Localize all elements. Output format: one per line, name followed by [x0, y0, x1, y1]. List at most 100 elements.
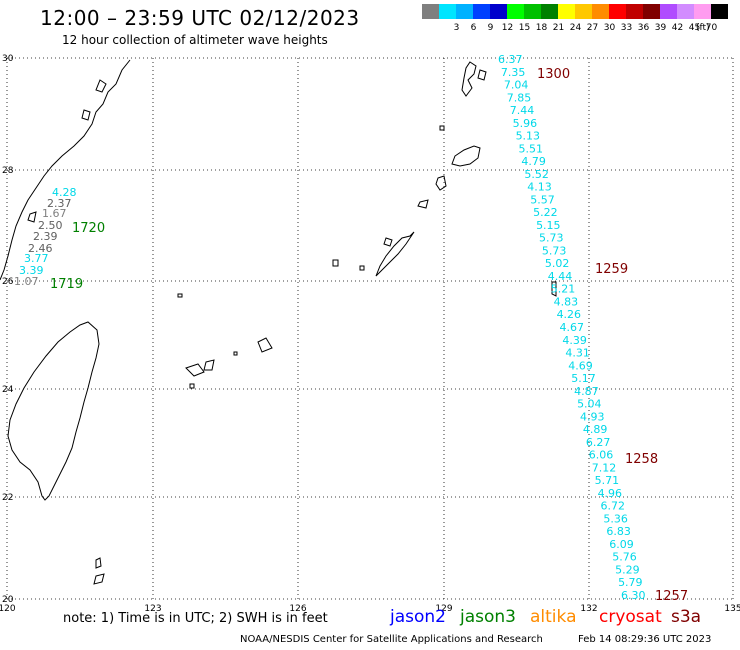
scale-swatch — [711, 4, 728, 19]
satellite-jason3-label: jason3 — [460, 607, 516, 627]
wave-height-value: 6.27 — [586, 436, 611, 449]
scale-label: 24 — [569, 23, 582, 33]
lat-label: 30 — [2, 54, 14, 64]
scale-swatch — [490, 4, 507, 19]
pass-time-label: 1259 — [595, 262, 628, 277]
wave-height-value: 5.17 — [571, 372, 596, 385]
scale-swatch — [558, 4, 575, 19]
scale-label: 30 — [603, 23, 616, 33]
wave-height-value: 5.13 — [516, 130, 541, 143]
island-shape — [177, 293, 183, 298]
island-shape — [203, 359, 215, 371]
island-shape — [27, 211, 37, 223]
island-shape — [93, 573, 105, 585]
wave-height-value: 4.67 — [560, 321, 585, 334]
wave-height-value: 5.02 — [545, 257, 570, 270]
wave-height-value: 7.85 — [507, 91, 532, 104]
wave-height-value: 2.50 — [38, 219, 63, 232]
wave-height-value: 5.57 — [530, 193, 555, 206]
lat-label: 20 — [2, 595, 14, 605]
scale-unit: (ft) — [696, 23, 710, 33]
scale-label: 42 — [671, 23, 684, 33]
scale-swatch — [541, 4, 558, 19]
scale-swatch — [524, 4, 541, 19]
lat-label: 24 — [2, 385, 14, 395]
wave-height-value: 1.07 — [14, 275, 39, 288]
wave-height-value: 7.35 — [501, 66, 526, 79]
wave-height-value: 6.37 — [498, 53, 523, 66]
wave-height-value: 4.31 — [565, 347, 590, 360]
wave-height-value: 5.22 — [533, 206, 558, 219]
coastlines — [0, 59, 557, 585]
scale-swatch — [643, 4, 660, 19]
kyushu-coastline — [461, 61, 477, 97]
satellite-jason2-label: jason2 — [390, 607, 446, 627]
wave-height-value: 2.39 — [33, 230, 58, 243]
wave-height-value: 7.44 — [510, 104, 535, 117]
island-shape — [477, 69, 487, 81]
wave-height-value: 4.89 — [583, 423, 608, 436]
map-title: 12:00 – 23:59 UTC 02/12/2023 — [40, 6, 360, 30]
lon-label: 123 — [144, 604, 161, 614]
island-shape — [189, 383, 195, 389]
lon-label: 120 — [0, 604, 16, 614]
island-shape — [551, 281, 557, 297]
scale-label: 21 — [552, 23, 565, 33]
pass-time-label: 1257 — [655, 589, 688, 604]
island-shape — [359, 265, 365, 271]
wave-height-value: 5.52 — [524, 168, 549, 181]
wave-height-value: 1.67 — [42, 207, 67, 220]
scale-swatch — [473, 4, 490, 19]
altimeter-tracks: 4.282.371.672.502.392.463.773.391.07 1720… — [14, 53, 688, 604]
lat-label: 28 — [2, 166, 14, 176]
pass-time-label: 1720 — [72, 221, 105, 236]
scale-swatch — [677, 4, 694, 19]
map-subtitle: 12 hour collection of altimeter wave hei… — [62, 33, 328, 47]
lon-label: 135 — [724, 604, 740, 614]
scale-swatch — [456, 4, 473, 19]
wave-height-value: 4.44 — [548, 270, 573, 283]
wave-height-value: 4.79 — [521, 155, 546, 168]
wave-height-value: 5.73 — [539, 232, 564, 245]
island-shape — [95, 79, 107, 93]
scale-swatch — [694, 4, 711, 19]
wave-height-value: 6.09 — [609, 538, 634, 551]
scale-swatch — [592, 4, 609, 19]
wave-height-value: 4.39 — [562, 334, 587, 347]
wave-height-value: 4.96 — [598, 487, 623, 500]
wave-height-value: 4.13 — [527, 181, 552, 194]
satellite-cryosat-label: cryosat — [599, 607, 662, 627]
scale-label: 12 — [501, 23, 514, 33]
wave-height-value: 6.30 — [621, 589, 646, 602]
pass-time-label: 1258 — [625, 452, 658, 467]
lat-label: 26 — [2, 277, 14, 287]
wave-height-value: 5.73 — [542, 244, 567, 257]
scale-swatch — [660, 4, 677, 19]
island-shape — [435, 175, 447, 191]
scale-label: 36 — [637, 23, 650, 33]
wave-height-value: 5.15 — [536, 219, 561, 232]
footer-timestamp: Feb 14 08:29:36 UTC 2023 — [578, 634, 712, 645]
island-shape — [332, 259, 339, 267]
footer-credit: NOAA/NESDIS Center for Satellite Applica… — [240, 634, 543, 645]
island-shape — [383, 237, 393, 247]
wave-height-value: 3.39 — [19, 264, 44, 277]
scale-swatch — [439, 4, 456, 19]
china-coastline — [0, 59, 131, 281]
wave-height-value: 7.04 — [504, 79, 529, 92]
scale-swatch — [507, 4, 524, 19]
wave-height-value: 3.77 — [24, 252, 49, 265]
wave-height-value: 4.28 — [52, 186, 77, 199]
island-shape — [439, 125, 445, 131]
wave-height-value: 5.76 — [612, 551, 637, 564]
island-shape — [185, 363, 205, 377]
lon-label: 129 — [435, 604, 452, 614]
island-shape — [81, 109, 91, 121]
wave-height-value: 5.71 — [595, 474, 620, 487]
scale-swatch — [609, 4, 626, 19]
wave-height-value: 6.83 — [606, 525, 631, 538]
island-shape — [417, 199, 429, 209]
wave-height-value: 5.51 — [519, 142, 544, 155]
